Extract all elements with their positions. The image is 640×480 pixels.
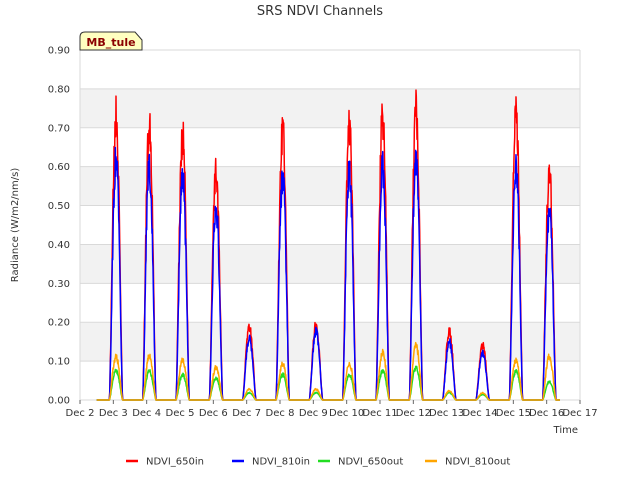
x-tick-label: Dec 5	[166, 408, 195, 419]
x-axis-title: Time	[553, 425, 578, 436]
legend-label: NDVI_650in	[146, 457, 204, 468]
y-tick-label: 0.90	[48, 46, 70, 57]
x-tick-label: Dec 2	[66, 408, 95, 419]
x-tick-label: Dec 9	[299, 408, 328, 419]
y-tick-label: 0.50	[48, 201, 70, 212]
legend-label: NDVI_810in	[252, 457, 310, 468]
y-tick-label: 0.00	[48, 396, 70, 407]
grid-band	[80, 244, 580, 284]
x-tick-label: Dec 4	[132, 408, 161, 419]
x-tick-label: Dec 3	[99, 408, 128, 419]
legend-label: NDVI_650out	[338, 457, 403, 468]
y-tick-label: 0.40	[48, 240, 70, 251]
site-badge: MB_tule	[79, 31, 143, 51]
badge-box	[79, 31, 143, 51]
x-tick-label: Dec 8	[266, 408, 295, 419]
x-tick-label: Dec 12	[396, 408, 431, 419]
chart-title: SRS NDVI Channels	[257, 4, 383, 19]
grid-band	[80, 88, 580, 128]
x-tick-label: Dec 10	[329, 408, 364, 419]
series-line-ndvi-810out	[96, 341, 560, 401]
legend-item: NDVI_650out	[318, 457, 403, 468]
grid-band	[80, 166, 580, 206]
legend-item: NDVI_650in	[126, 457, 204, 468]
x-tick-label: Dec 16	[529, 408, 564, 419]
y-tick-label: 0.60	[48, 162, 70, 173]
grid-band	[80, 322, 580, 362]
legend-item: NDVI_810in	[232, 457, 310, 468]
badge-label: MB_tule	[86, 36, 135, 49]
x-tick-label: Dec 7	[232, 408, 261, 419]
x-tick-label: Dec 17	[562, 408, 597, 419]
legend-item: NDVI_810out	[425, 457, 510, 468]
x-tick-label: Dec 6	[199, 408, 228, 419]
y-tick-label: 0.30	[48, 279, 70, 290]
y-tick-label: 0.10	[48, 357, 70, 368]
x-tick-label: Dec 15	[496, 408, 531, 419]
x-tick-label: Dec 13	[429, 408, 464, 419]
legend-label: NDVI_810out	[445, 457, 510, 468]
x-tick-label: Dec 11	[362, 408, 397, 419]
y-tick-label: 0.70	[48, 123, 70, 134]
y-axis-title: Radiance (W/m2/nm/s)	[10, 168, 21, 283]
x-tick-label: Dec 14	[462, 408, 497, 419]
y-tick-label: 0.20	[48, 318, 70, 329]
y-tick-label: 0.80	[48, 84, 70, 95]
